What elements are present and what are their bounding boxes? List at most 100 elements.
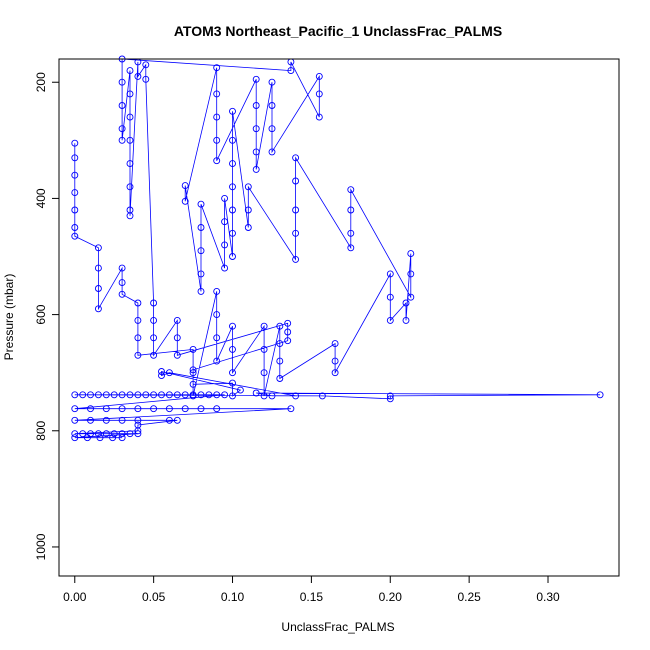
data-point [229, 322, 236, 330]
data-point [386, 270, 394, 278]
data-point [189, 369, 197, 377]
data-point [213, 311, 221, 319]
data-point [181, 391, 189, 399]
y-tick-label: 800 [34, 420, 48, 440]
data-point [197, 247, 205, 255]
data-point [118, 405, 126, 413]
data-point [407, 293, 415, 301]
data-point [71, 206, 79, 214]
series-layer [71, 55, 604, 442]
y-tick-label: 200 [34, 72, 48, 92]
data-point [596, 391, 604, 399]
data-point [134, 416, 142, 424]
data-point [213, 136, 221, 144]
data-point [244, 183, 252, 191]
data-point [236, 386, 244, 394]
data-point [83, 434, 91, 442]
data-point [292, 392, 300, 400]
data-point [260, 322, 268, 330]
data-point [229, 253, 236, 260]
data-point [110, 391, 118, 399]
data-point [118, 434, 126, 442]
data-point [71, 232, 79, 240]
x-axis-label: UnclassFrac_PALMS [281, 620, 394, 634]
data-point [134, 72, 142, 80]
data-point [197, 224, 205, 231]
data-point [213, 405, 221, 413]
data-point [134, 299, 142, 307]
data-point [221, 241, 229, 249]
data-point [221, 194, 229, 202]
data-point [213, 90, 221, 98]
data-point [284, 319, 292, 327]
data-point [102, 430, 110, 438]
data-point [94, 264, 102, 272]
data-point [126, 67, 134, 75]
data-point [126, 391, 134, 399]
y-tick-label: 400 [34, 188, 48, 208]
data-point [292, 177, 300, 185]
data-point [213, 113, 221, 121]
data-point [221, 391, 229, 399]
data-point [268, 78, 276, 86]
data-point [197, 287, 205, 295]
data-point [407, 270, 415, 278]
data-point [142, 75, 150, 83]
data-point [287, 67, 295, 75]
data-point [276, 340, 284, 348]
data-point [331, 369, 339, 377]
data-point [158, 368, 165, 375]
data-point [402, 316, 410, 324]
data-point [268, 125, 276, 133]
data-point [229, 160, 236, 168]
data-point [181, 197, 189, 205]
data-point [244, 224, 252, 231]
data-point [71, 154, 79, 162]
x-tick-label: 0.05 [142, 590, 166, 604]
data-point [126, 212, 134, 220]
data-point [71, 405, 79, 413]
data-point [87, 391, 94, 399]
data-point [205, 391, 213, 399]
data-point [260, 392, 268, 400]
data-point [150, 351, 158, 359]
data-point [142, 391, 150, 399]
data-point [71, 139, 79, 147]
data-point [347, 206, 355, 214]
chart-title: ATOM3 Northeast_Pacific_1 UnclassFrac_PA… [174, 23, 502, 39]
data-point [213, 157, 221, 165]
data-point [118, 264, 126, 272]
data-point [126, 430, 134, 438]
data-point [96, 434, 104, 442]
data-point [260, 345, 268, 353]
data-point [386, 395, 394, 403]
data-point [284, 337, 292, 345]
data-point [102, 391, 110, 399]
data-point [213, 64, 221, 72]
data-point [276, 357, 284, 365]
data-point [229, 107, 236, 115]
x-tick-label: 0.15 [300, 590, 324, 604]
data-point [347, 186, 355, 194]
data-point [197, 391, 205, 399]
data-point [173, 316, 181, 324]
data-point [229, 345, 236, 353]
data-point [118, 290, 126, 298]
y-axis-label: Pressure (mbar) [2, 274, 16, 361]
data-point [181, 405, 189, 413]
data-point [229, 136, 236, 144]
data-point [150, 334, 158, 342]
data-point [71, 434, 79, 442]
data-point [118, 102, 126, 109]
data-point [173, 391, 181, 399]
data-point [292, 255, 300, 263]
data-point [158, 391, 165, 399]
data-point [134, 316, 142, 324]
data-point [287, 405, 295, 413]
data-point [126, 183, 134, 191]
data-point [134, 405, 142, 413]
data-point [102, 405, 110, 413]
y-tick-label: 600 [34, 304, 48, 324]
data-point [126, 113, 134, 121]
